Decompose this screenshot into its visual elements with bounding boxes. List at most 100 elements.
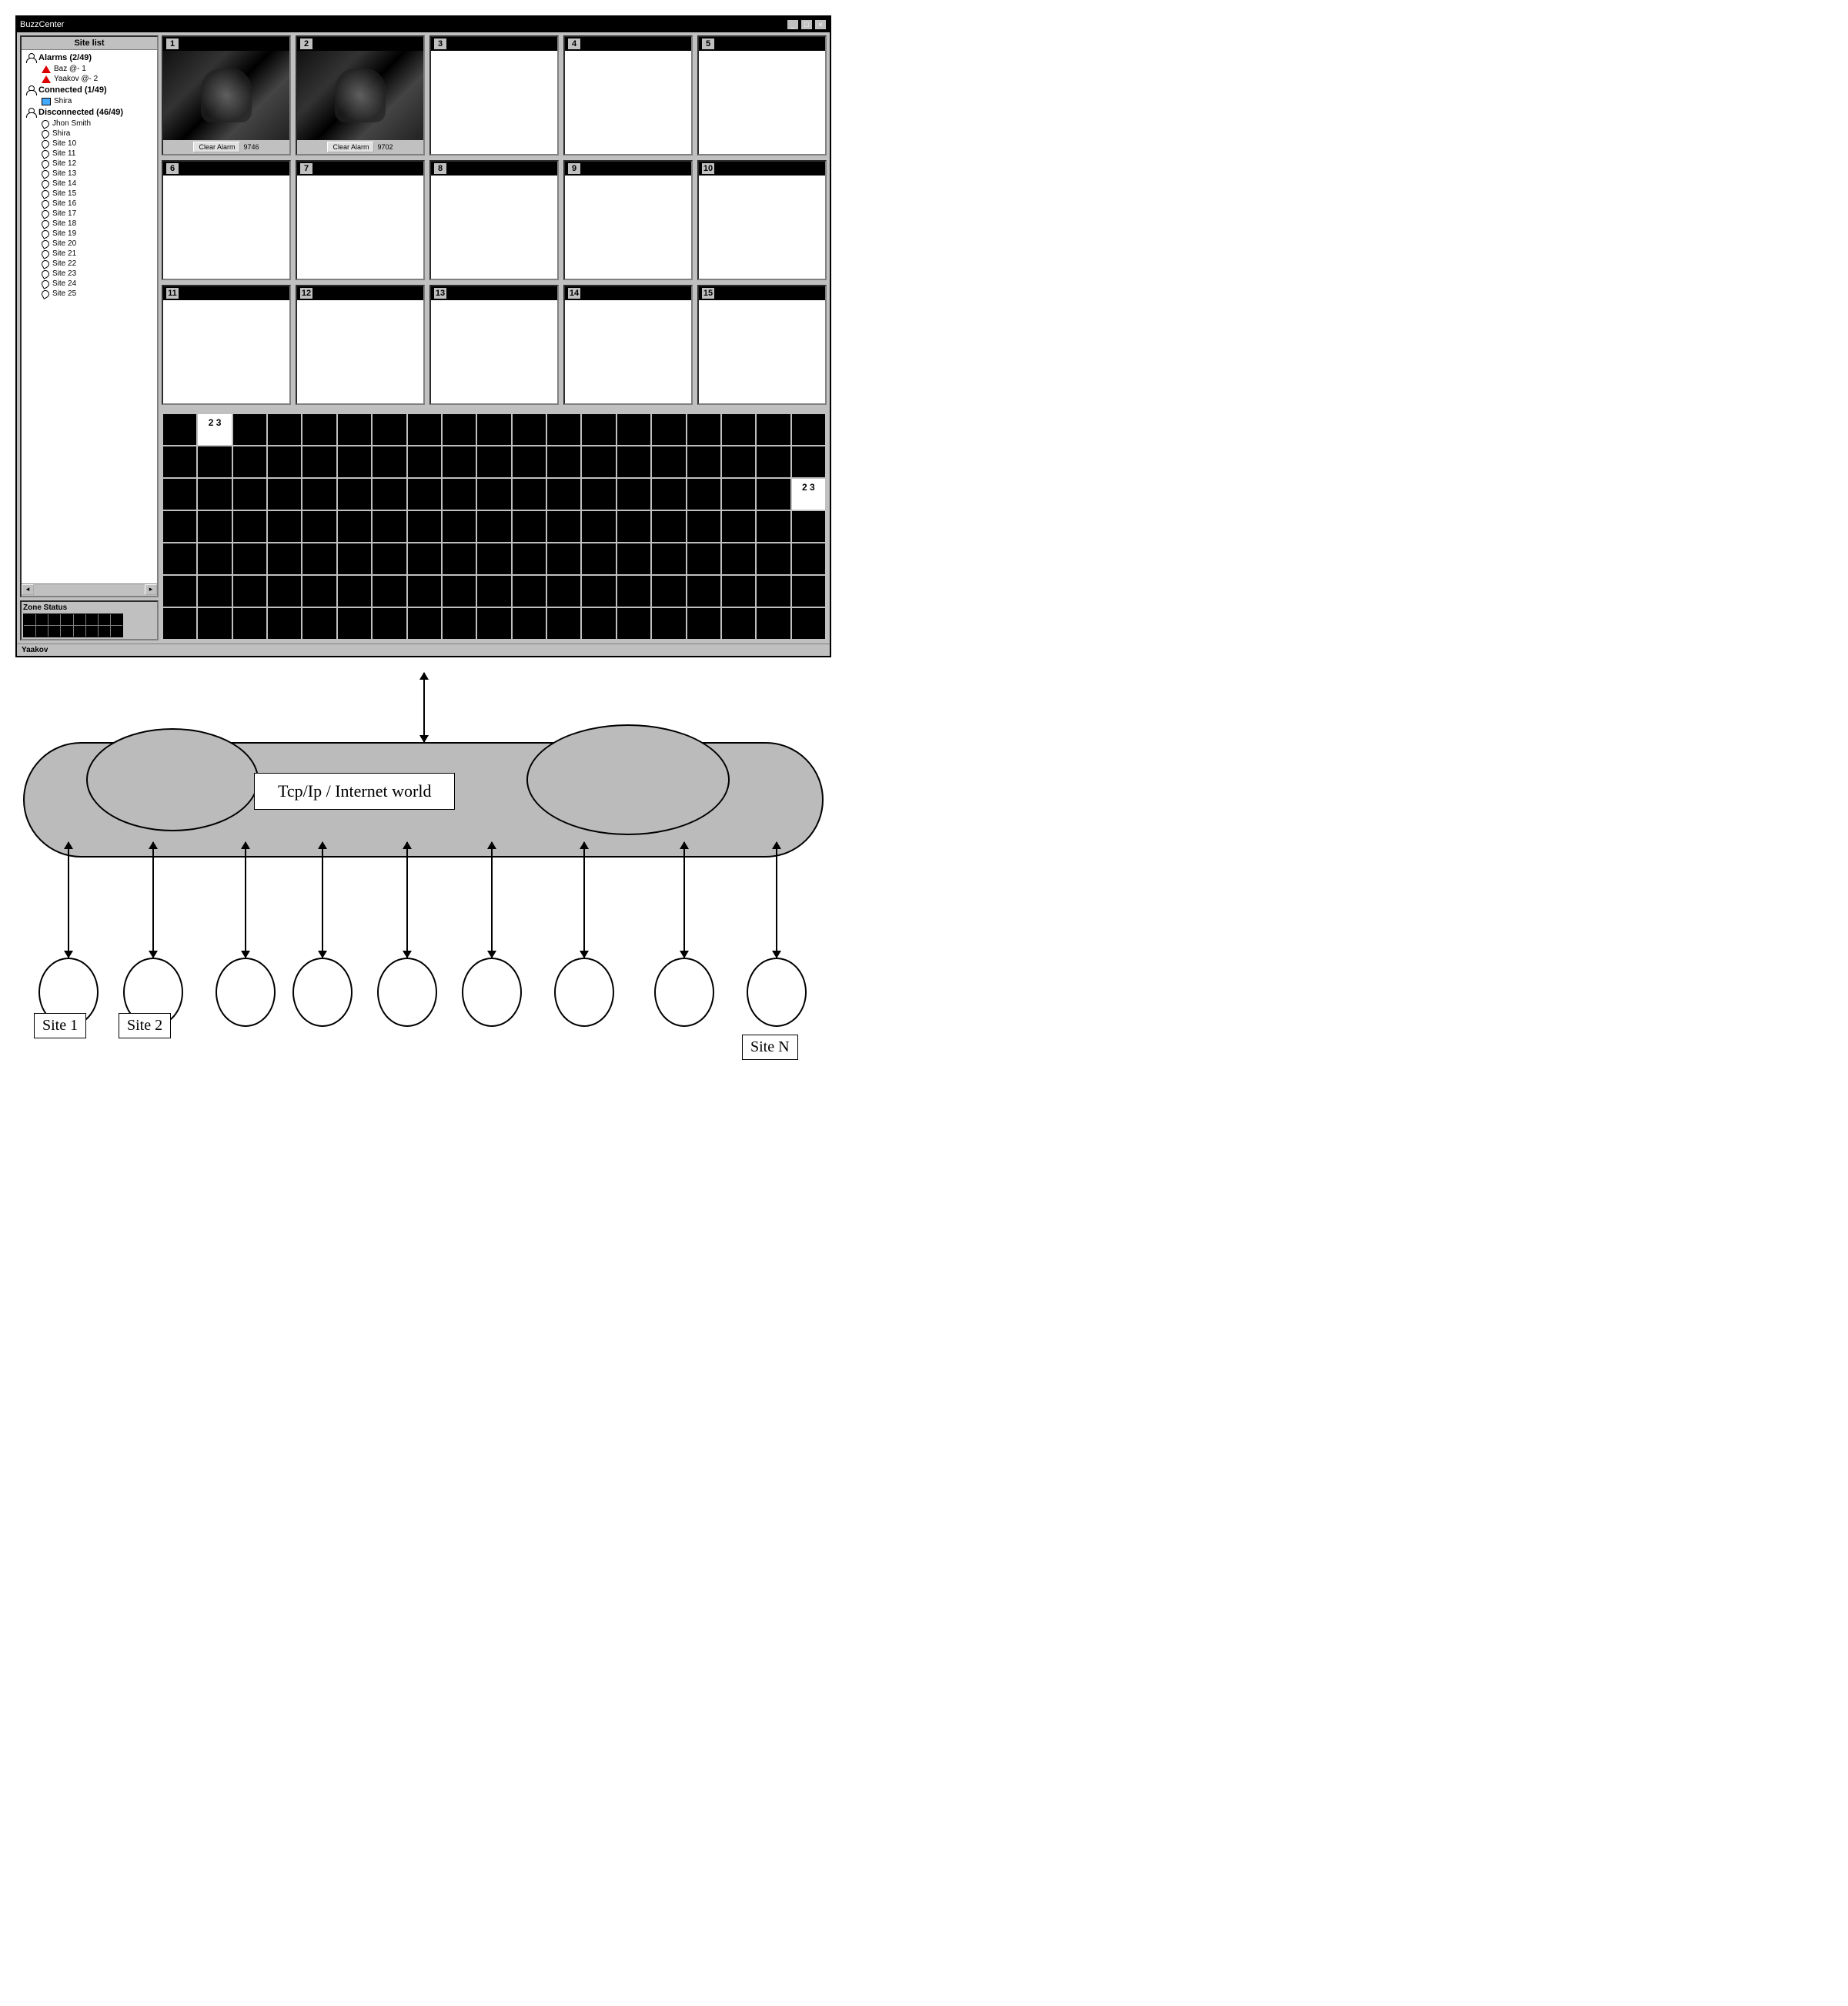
video-tile[interactable]: 11 bbox=[162, 285, 291, 405]
timeline-cell[interactable] bbox=[163, 479, 196, 510]
timeline-cell[interactable] bbox=[687, 414, 720, 445]
zone-cell[interactable] bbox=[61, 626, 72, 637]
timeline-cell[interactable] bbox=[198, 479, 231, 510]
timeline-cell[interactable] bbox=[687, 511, 720, 542]
timeline-cell[interactable] bbox=[582, 576, 615, 607]
timeline-cell[interactable] bbox=[617, 414, 650, 445]
timeline-cell[interactable] bbox=[233, 511, 266, 542]
video-tile[interactable]: 1Clear Alarm9746 bbox=[162, 35, 291, 155]
zone-cell[interactable] bbox=[99, 614, 110, 625]
timeline-cell[interactable] bbox=[268, 511, 301, 542]
timeline-cell[interactable] bbox=[408, 543, 441, 574]
timeline-cell[interactable] bbox=[338, 576, 371, 607]
scroll-left-button[interactable]: ◂ bbox=[22, 584, 34, 595]
timeline-cell[interactable] bbox=[233, 446, 266, 477]
timeline-cell[interactable] bbox=[268, 543, 301, 574]
timeline-cell[interactable] bbox=[443, 446, 476, 477]
video-tile[interactable]: 10 bbox=[697, 160, 827, 280]
alarm-item[interactable]: Baz @- 1 bbox=[23, 64, 155, 74]
horizontal-scrollbar[interactable]: ◂ ▸ bbox=[22, 583, 157, 596]
video-tile[interactable]: 7 bbox=[296, 160, 425, 280]
timeline-cell[interactable] bbox=[547, 543, 580, 574]
timeline-cell[interactable] bbox=[513, 446, 546, 477]
timeline-cell[interactable] bbox=[687, 543, 720, 574]
site-tree[interactable]: Alarms (2/49) Baz @- 1Yaakov @- 2 Connec… bbox=[22, 50, 157, 300]
timeline-cell[interactable] bbox=[443, 608, 476, 639]
zone-cell[interactable] bbox=[48, 626, 60, 637]
disconnected-item[interactable]: Site 20 bbox=[23, 239, 155, 249]
timeline-cell[interactable] bbox=[617, 479, 650, 510]
timeline-cell[interactable] bbox=[617, 543, 650, 574]
timeline-cell[interactable] bbox=[338, 608, 371, 639]
video-tile[interactable]: 8 bbox=[429, 160, 559, 280]
timeline-cell[interactable] bbox=[268, 608, 301, 639]
timeline-cell[interactable] bbox=[477, 608, 510, 639]
video-tile[interactable]: 14 bbox=[563, 285, 693, 405]
minimize-button[interactable]: _ bbox=[787, 19, 799, 30]
disconnected-item[interactable]: Site 16 bbox=[23, 199, 155, 209]
timeline-cell[interactable] bbox=[268, 414, 301, 445]
timeline-cell[interactable] bbox=[477, 511, 510, 542]
timeline-cell[interactable] bbox=[268, 576, 301, 607]
timeline-cell[interactable] bbox=[792, 543, 825, 574]
connected-item[interactable]: Shira bbox=[23, 96, 155, 106]
timeline-cell[interactable] bbox=[163, 511, 196, 542]
zone-cell[interactable] bbox=[36, 626, 48, 637]
timeline-cell[interactable] bbox=[652, 446, 685, 477]
timeline-cell[interactable] bbox=[513, 479, 546, 510]
video-tile[interactable]: 4 bbox=[563, 35, 693, 155]
timeline-cell[interactable] bbox=[338, 414, 371, 445]
timeline-cell[interactable] bbox=[268, 446, 301, 477]
timeline-cell[interactable] bbox=[582, 608, 615, 639]
zone-cell[interactable] bbox=[74, 626, 85, 637]
timeline-cell[interactable] bbox=[408, 608, 441, 639]
timeline-cell[interactable] bbox=[722, 576, 755, 607]
disconnected-item[interactable]: Site 21 bbox=[23, 249, 155, 259]
timeline-cell[interactable] bbox=[513, 511, 546, 542]
disconnected-item[interactable]: Site 18 bbox=[23, 219, 155, 229]
timeline-cell[interactable] bbox=[477, 576, 510, 607]
timeline-cell[interactable] bbox=[338, 479, 371, 510]
disconnected-item[interactable]: Jhon Smith bbox=[23, 119, 155, 129]
timeline-cell[interactable] bbox=[757, 446, 790, 477]
disconnected-item[interactable]: Site 12 bbox=[23, 159, 155, 169]
timeline-cell[interactable] bbox=[722, 543, 755, 574]
timeline-cell[interactable] bbox=[302, 414, 336, 445]
timeline-cell[interactable] bbox=[513, 608, 546, 639]
timeline-cell[interactable] bbox=[582, 446, 615, 477]
zone-cell[interactable] bbox=[24, 614, 35, 625]
timeline-cell[interactable] bbox=[792, 576, 825, 607]
clear-alarm-button[interactable]: Clear Alarm bbox=[327, 142, 374, 152]
timeline-cell[interactable] bbox=[617, 511, 650, 542]
timeline-cell[interactable] bbox=[513, 576, 546, 607]
tree-section-disconnected[interactable]: Disconnected (46/49) bbox=[23, 106, 155, 119]
timeline-cell[interactable] bbox=[163, 446, 196, 477]
timeline-cell[interactable] bbox=[757, 576, 790, 607]
zone-cell[interactable] bbox=[99, 626, 110, 637]
timeline-cell[interactable] bbox=[547, 511, 580, 542]
disconnected-item[interactable]: Site 25 bbox=[23, 289, 155, 299]
clear-alarm-button[interactable]: Clear Alarm bbox=[193, 142, 240, 152]
disconnected-item[interactable]: Site 22 bbox=[23, 259, 155, 269]
maximize-button[interactable]: □ bbox=[800, 19, 813, 30]
video-tile[interactable]: 9 bbox=[563, 160, 693, 280]
timeline-cell[interactable] bbox=[513, 414, 546, 445]
timeline-cell[interactable] bbox=[652, 414, 685, 445]
timeline-cell[interactable] bbox=[792, 511, 825, 542]
timeline-cell[interactable] bbox=[722, 608, 755, 639]
timeline-cell[interactable] bbox=[547, 576, 580, 607]
timeline-cell[interactable] bbox=[338, 446, 371, 477]
timeline-cell[interactable] bbox=[722, 414, 755, 445]
zone-cell[interactable] bbox=[36, 614, 48, 625]
timeline-cell[interactable] bbox=[373, 511, 406, 542]
zone-cell[interactable] bbox=[48, 614, 60, 625]
timeline-cell[interactable] bbox=[408, 576, 441, 607]
timeline-cell[interactable] bbox=[198, 608, 231, 639]
video-tile[interactable]: 3 bbox=[429, 35, 559, 155]
timeline-cell[interactable]: 2 3 bbox=[792, 479, 825, 510]
disconnected-item[interactable]: Site 17 bbox=[23, 209, 155, 219]
timeline-cell[interactable] bbox=[792, 608, 825, 639]
zone-cell[interactable] bbox=[61, 614, 72, 625]
timeline-cell[interactable] bbox=[722, 511, 755, 542]
timeline-cell[interactable] bbox=[443, 479, 476, 510]
